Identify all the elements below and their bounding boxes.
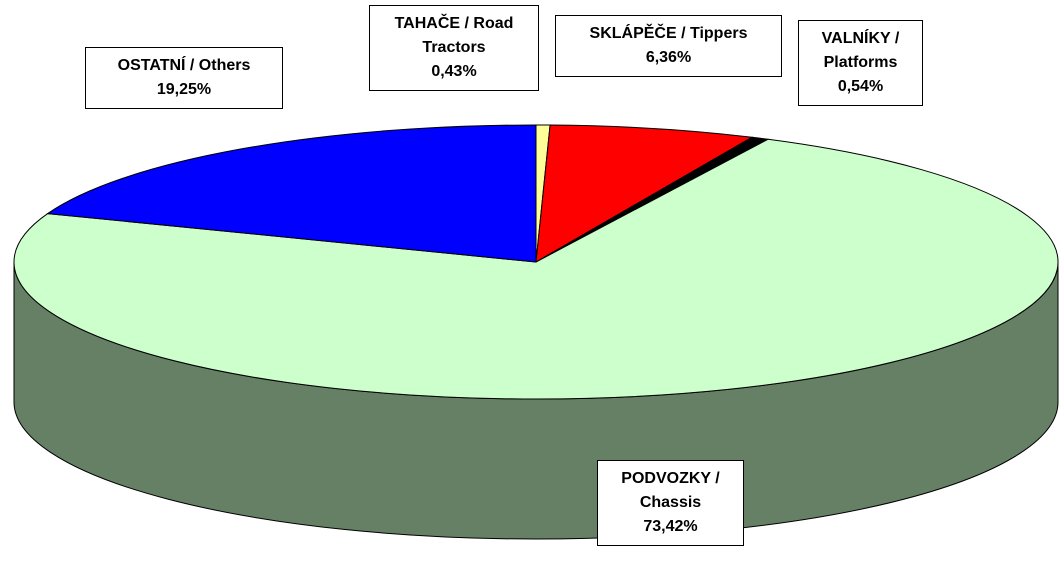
- label-value: 6,36%: [645, 49, 692, 66]
- label-value: 73,42%: [643, 518, 698, 535]
- label-name: TAHAČE / Road Tractors: [394, 15, 514, 56]
- label-value: 0,43%: [431, 63, 477, 80]
- label-name: OSTATNÍ / Others: [117, 57, 251, 74]
- data-label: TAHAČE / Road Tractors 0,43%: [369, 5, 539, 91]
- pie-slice: [46, 124, 537, 263]
- data-label: OSTATNÍ / Others 19,25%: [85, 47, 283, 109]
- label-name: SKLÁPĚČE / Tippers: [589, 25, 748, 42]
- pie-slice: [13, 138, 1059, 400]
- data-label: SKLÁPĚČE / Tippers 6,36%: [555, 15, 782, 77]
- label-value: 19,25%: [156, 81, 212, 98]
- data-label: PODVOZKY / Chassis 73,42%: [597, 460, 744, 546]
- data-label: VALNÍKY / Platforms 0,54%: [798, 20, 923, 106]
- pie-slice: [535, 124, 754, 263]
- label-value: 0,54%: [837, 78, 884, 95]
- label-name: VALNÍKY / Platforms: [821, 30, 900, 71]
- label-name: PODVOZKY / Chassis: [621, 470, 720, 511]
